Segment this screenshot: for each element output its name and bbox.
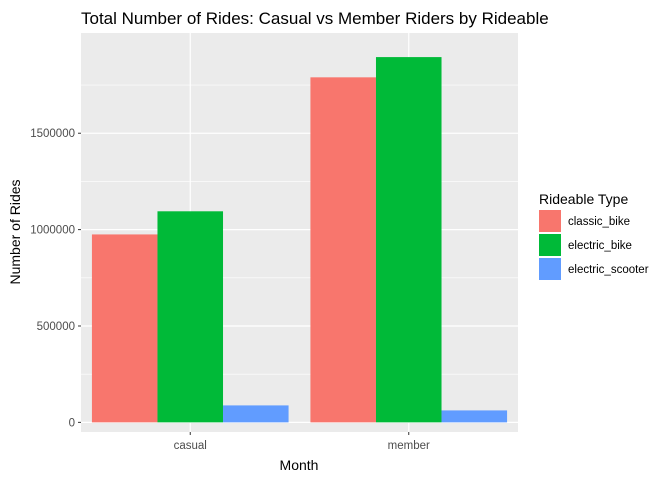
legend: Rideable Type classic_bike electric_bikee…: [539, 191, 649, 280]
legend-title: Rideable Type: [539, 191, 628, 207]
bar-casual-classic_bike: [91, 234, 158, 423]
x-tick-label: member: [388, 440, 430, 452]
y-axis-ticks: 0 500000 1000000 1500000: [30, 128, 81, 429]
legend-key-electric_bike: [539, 234, 561, 256]
y-tick-label: 1500000: [30, 128, 75, 140]
x-axis-ticks: casual member: [174, 432, 430, 452]
legend-label-classic_bike: classic_bike: [568, 216, 630, 228]
bar-member-classic_bike: [310, 77, 376, 423]
x-tick-label: casual: [174, 440, 207, 452]
y-tick-label: 1000000: [30, 225, 75, 237]
legend-label-electric_scooter: electric_scooter: [568, 264, 649, 276]
bar-member-electric_bike: [375, 57, 442, 423]
x-axis-title: Month: [280, 457, 319, 473]
bars-group: [91, 57, 508, 423]
legend-label-electric_bike: electric_bike: [568, 240, 632, 252]
y-axis-title: Number of Rides: [7, 179, 23, 284]
legend-key-classic_bike: [539, 210, 561, 232]
bar-casual-electric_bike: [157, 211, 224, 423]
chart-title: Total Number of Rides: Casual vs Member …: [81, 9, 549, 28]
legend-key-electric_scooter: [539, 258, 561, 280]
y-tick-label: 0: [69, 417, 75, 429]
bar-casual-electric_scooter: [223, 405, 289, 423]
legend-items: classic_bike electric_bike electric_scoote…: [539, 210, 649, 280]
bar-member-electric_scooter: [441, 410, 508, 423]
y-tick-label: 500000: [37, 321, 75, 333]
